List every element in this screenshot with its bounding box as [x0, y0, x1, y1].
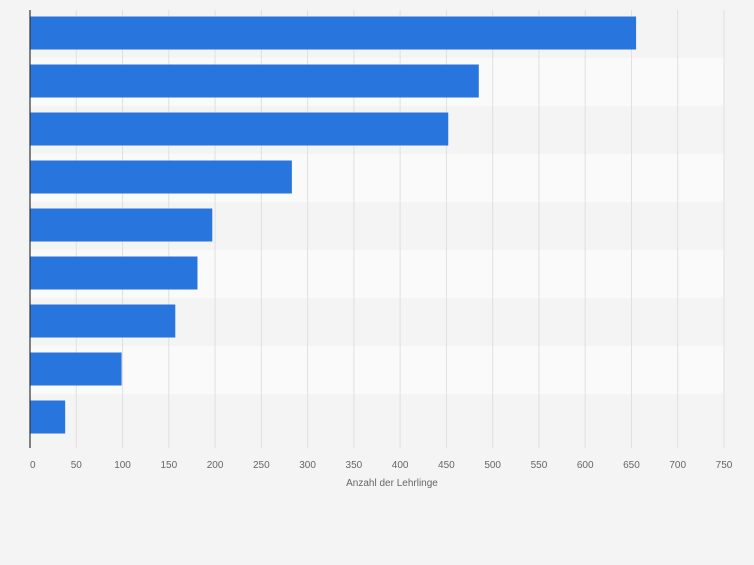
x-tick-labels: 0 50 100 150 200 250 300 350 400 450 500 550 600 650 7…: [30, 460, 733, 471]
x-tick-label: 0: [30, 460, 36, 471]
bar: [30, 352, 122, 386]
bar: [30, 160, 292, 194]
x-tick-label: 600: [577, 460, 594, 471]
x-tick-label: 400: [392, 460, 409, 471]
x-tick-label: 350: [346, 460, 363, 471]
bar: [30, 304, 176, 338]
x-tick-label: 100: [114, 460, 131, 471]
x-tick-label: 300: [299, 460, 316, 471]
row-band: [30, 394, 724, 442]
x-tick-label: 750: [716, 460, 733, 471]
bar: [30, 400, 66, 434]
bar: [30, 16, 637, 50]
bar: [30, 64, 479, 98]
x-tick-label: 200: [207, 460, 224, 471]
bar: [30, 256, 198, 290]
bar: [30, 112, 449, 146]
x-tick-label: 250: [253, 460, 270, 471]
x-tick-label: 50: [71, 460, 83, 471]
x-tick-label: 450: [438, 460, 455, 471]
x-tick-label: 550: [531, 460, 548, 471]
x-tick-label: 650: [623, 460, 640, 471]
bar: [30, 208, 213, 242]
x-tick-label: 700: [669, 460, 686, 471]
x-tick-label: 150: [160, 460, 177, 471]
x-tick-label: 500: [484, 460, 501, 471]
x-axis-label: Anzahl der Lehrlinge: [346, 478, 438, 489]
bars: [30, 16, 637, 434]
row-band: [30, 346, 724, 394]
